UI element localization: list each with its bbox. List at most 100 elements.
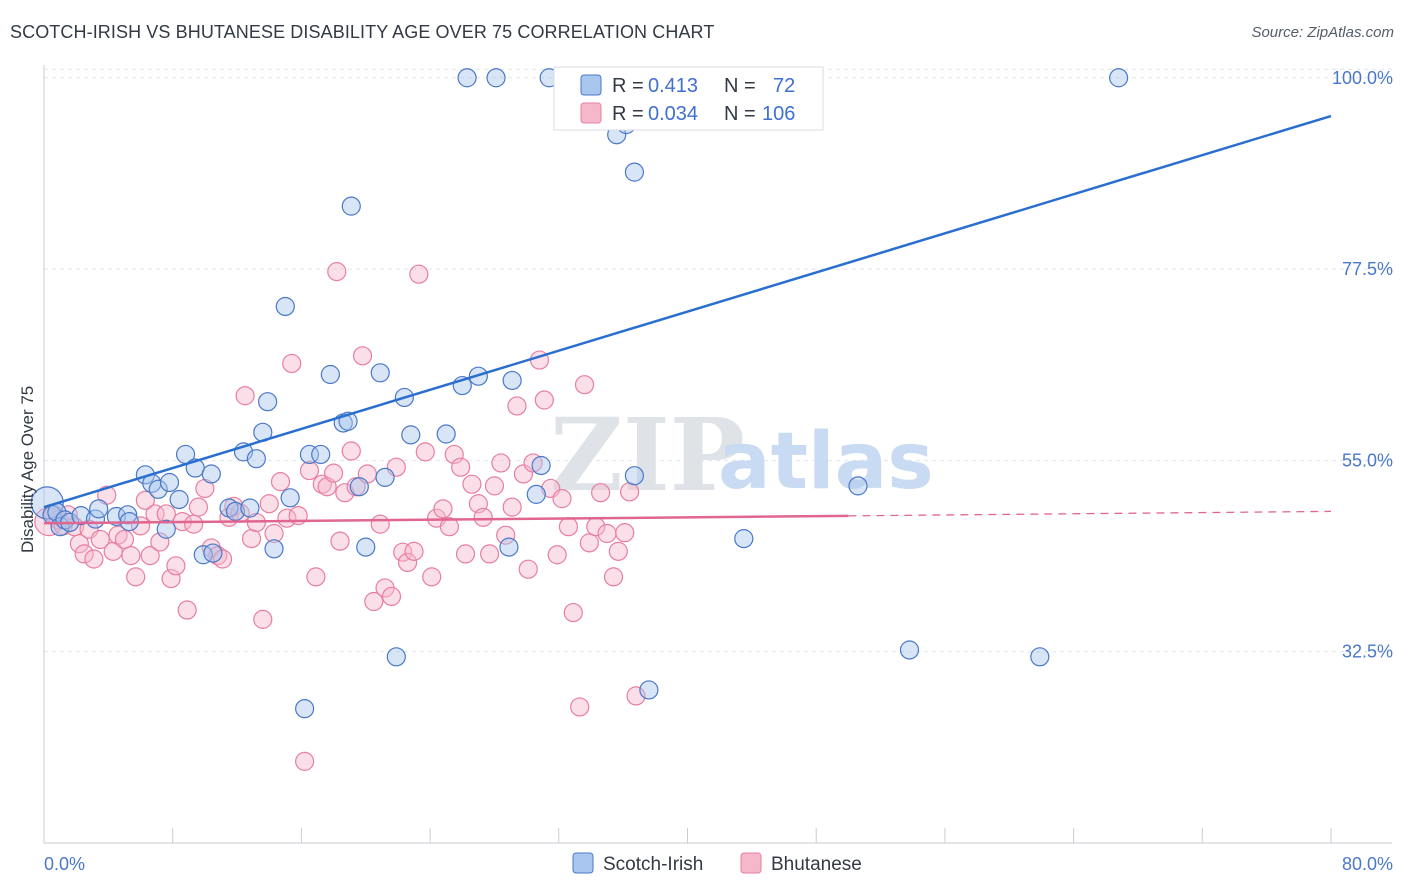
series-legend-label-bhutanese: Bhutanese — [771, 854, 862, 875]
bhutanese-point — [597, 523, 617, 544]
scotch-irish-point — [320, 364, 340, 385]
scotch-irish-point — [349, 477, 369, 497]
series-legend-swatch-scotch-irish — [572, 852, 594, 874]
scotch-irish-point — [280, 488, 300, 508]
scotch-irish-point — [89, 499, 109, 519]
scotch-irish-point — [118, 505, 138, 525]
legend-n-value-1: 72 — [773, 75, 795, 97]
bhutanese-point — [433, 499, 453, 519]
scotch-irish-point — [193, 545, 213, 565]
bhutanese-point — [352, 346, 373, 366]
series-legend-swatch-bhutanese — [740, 852, 762, 874]
chart-title: SCOTCH-IRISH VS BHUTANESE DISABILITY AGE… — [10, 22, 715, 42]
scotch-irish-point — [1030, 647, 1050, 667]
scotch-irish-point — [275, 296, 295, 317]
bhutanese-point — [253, 609, 273, 629]
bhutanese-point — [270, 472, 291, 492]
bhutanese-point — [513, 464, 534, 484]
bhutanese-point — [299, 460, 320, 481]
scotch-irish-point — [311, 444, 331, 465]
bhutanese-point — [619, 482, 640, 502]
bhutanese-point — [608, 541, 628, 561]
scotch-irish-point — [526, 484, 546, 504]
bhutanese-point — [484, 476, 505, 496]
bhutanese-point — [603, 567, 624, 587]
bhutanese-trend-line — [43, 514, 849, 525]
scotch-irish-point — [341, 196, 361, 216]
x-tick-label: 80.0% — [1342, 854, 1393, 874]
bhutanese-point — [323, 463, 344, 483]
scotch-irish-point — [734, 529, 754, 549]
bhutanese-point — [166, 556, 186, 576]
scotch-irish-point — [502, 370, 522, 391]
scotch-irish-point — [30, 486, 64, 520]
bhutanese-point — [480, 544, 500, 564]
bhutanese-point — [563, 602, 583, 623]
bhutanese-point — [439, 517, 460, 537]
bhutanese-point — [507, 396, 527, 416]
scotch-irish-point — [639, 680, 659, 700]
scotch-irish-point — [624, 466, 645, 486]
bhutanese-point — [277, 508, 297, 528]
bhutanese-point — [370, 514, 390, 534]
series-legend: Scotch-Irish Bhutanese — [572, 852, 862, 875]
bhutanese-point — [462, 474, 482, 494]
series-legend-label-scotch-irish: Scotch-Irish — [603, 854, 703, 875]
bhutanese-point — [135, 490, 155, 510]
y-tick-label: 100.0% — [1332, 68, 1393, 88]
scotch-irish-point — [71, 506, 91, 526]
bhutanese-point — [518, 559, 538, 579]
bhutanese-point — [90, 529, 110, 550]
legend-r-label-2: R = — [612, 103, 644, 125]
scotch-irish-point — [246, 449, 266, 469]
legend-r-label-1: R = — [612, 75, 644, 97]
stats-legend: R = 0.413 N = 72 R = 0.034 N = 106 — [553, 66, 824, 131]
bhutanese-point — [330, 531, 350, 551]
scotch-irish-trend-line — [43, 114, 1332, 509]
x-tick-labels: 0.0% 80.0% — [44, 854, 1393, 874]
bhutanese-point — [295, 751, 315, 771]
bhutanese-point — [259, 494, 279, 514]
scotch-irish-point — [401, 425, 421, 445]
legend-swatch-blue — [580, 74, 602, 96]
bhutanese-point — [570, 697, 590, 717]
bhutanese-point — [140, 546, 160, 566]
y-tick-label: 55.0% — [1342, 450, 1393, 470]
bhutanese-point — [404, 541, 424, 561]
scotch-irish-point — [356, 537, 376, 557]
bhutanese-point — [121, 546, 141, 566]
bhutanese-point — [496, 525, 516, 545]
bhutanese-point — [591, 483, 611, 503]
y-tick-labels: 32.5% 55.0% 77.5% 100.0% — [1332, 68, 1393, 662]
scotch-irish-point — [203, 543, 223, 563]
bhutanese-point — [235, 386, 255, 406]
bhutanese-point — [126, 567, 146, 587]
trend-lines — [43, 114, 1332, 525]
bhutanese-trend-line-extension — [848, 510, 1332, 517]
bhutanese-point — [534, 390, 554, 410]
bhutanese-point — [341, 441, 361, 461]
bhutanese-point — [306, 567, 326, 587]
chart-source: Source: ZipAtlas.com — [1251, 24, 1394, 41]
bhutanese-point — [547, 545, 567, 565]
bhutanese-point — [409, 264, 429, 284]
scotch-irish-point — [295, 699, 315, 719]
scotch-irish-point — [148, 479, 168, 499]
legend-n-label-2: N = — [724, 103, 756, 125]
bhutanese-point — [282, 353, 302, 374]
scotch-irish-point — [159, 472, 180, 493]
bhutanese-point — [579, 533, 599, 553]
scotch-irish-point — [240, 498, 260, 518]
legend-n-value-2: 106 — [762, 103, 795, 125]
bhutanese-point — [615, 523, 635, 543]
bhutanese-point — [241, 529, 262, 549]
bhutanese-point — [184, 514, 204, 534]
scotch-irish-point — [156, 519, 176, 539]
scotch-irish-point — [899, 640, 920, 660]
scotch-irish-point — [370, 363, 390, 383]
legend-r-value-1: 0.413 — [648, 75, 698, 97]
bhutanese-point — [451, 457, 471, 477]
bhutanese-point — [212, 549, 233, 569]
bhutanese-point — [327, 262, 347, 282]
watermark: ZIP atlas — [550, 396, 934, 514]
